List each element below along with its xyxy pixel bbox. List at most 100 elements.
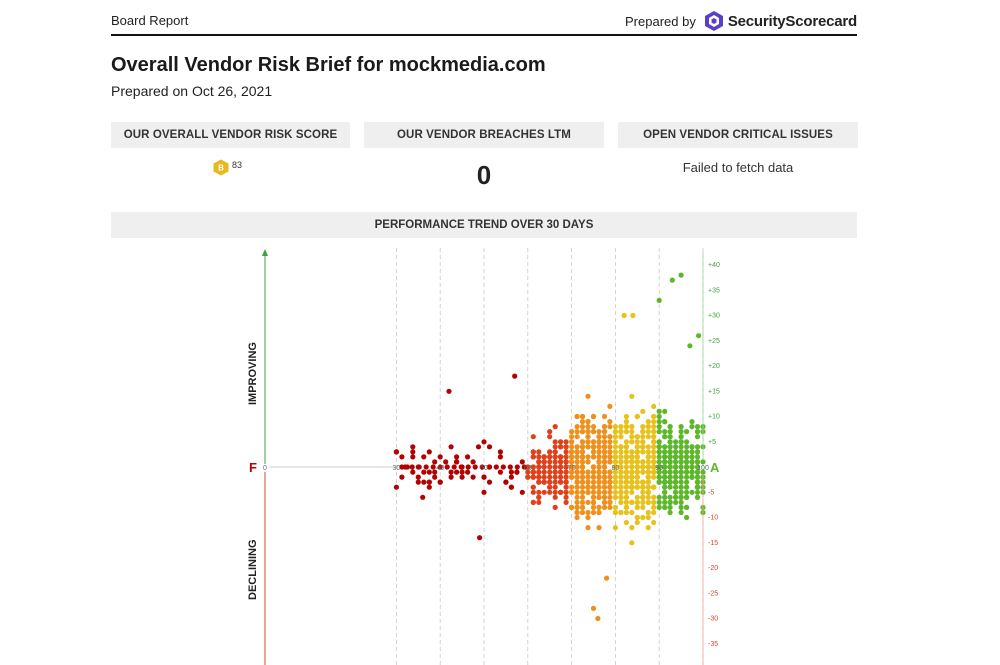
data-point <box>601 464 608 470</box>
data-point <box>410 449 416 455</box>
data-point <box>585 429 591 435</box>
improving-arrow-head <box>262 249 268 256</box>
data-point <box>662 434 668 440</box>
data-point <box>525 474 531 480</box>
trend-arrows: IMPROVING DECLINING F A <box>247 249 720 665</box>
data-point <box>667 434 673 440</box>
data-point <box>623 413 630 420</box>
brand-logo[interactable]: SecurityScorecard <box>704 10 857 32</box>
y-axis-ticks: +40 +35 +30 +25 +20 +15 +10 +5 -5 -10 -15 -20 -25 -30… <box>702 252 720 665</box>
prepared-by-block: Prepared by SecurityScorecard <box>625 8 857 34</box>
data-point <box>612 474 619 480</box>
data-point <box>596 429 602 435</box>
data-point <box>585 474 591 480</box>
data-point <box>640 459 646 465</box>
data-point <box>558 474 564 480</box>
page-title: Overall Vendor Risk Brief for mockmedia.… <box>111 54 546 76</box>
score-number: 83 <box>232 160 243 170</box>
data-point <box>596 494 602 500</box>
data-point <box>486 444 493 450</box>
y-tick-label: -30 <box>708 616 718 623</box>
data-point <box>607 459 613 465</box>
data-point <box>426 484 432 490</box>
y-tick-label: -15 <box>708 540 718 547</box>
data-point <box>673 494 679 500</box>
data-point <box>426 449 432 455</box>
data-point <box>640 489 646 495</box>
data-point <box>629 469 635 475</box>
data-point <box>590 605 597 612</box>
data-point <box>552 439 558 445</box>
data-point <box>607 403 613 409</box>
data-point <box>601 469 608 475</box>
data-point <box>437 454 443 460</box>
data-point <box>590 444 597 450</box>
data-point <box>673 489 679 495</box>
data-point <box>579 484 586 490</box>
data-point <box>678 494 684 500</box>
data-point <box>465 469 471 475</box>
data-point <box>640 504 646 510</box>
data-point <box>574 459 580 465</box>
data-point <box>700 469 706 475</box>
data-point <box>623 499 630 505</box>
data-point <box>673 484 679 490</box>
data-point <box>601 474 608 480</box>
data-point <box>465 464 471 470</box>
data-point <box>678 484 684 490</box>
y-tick-label: +5 <box>708 439 716 446</box>
data-point <box>651 519 657 526</box>
data-point <box>558 459 564 465</box>
data-point <box>667 469 673 475</box>
data-point <box>645 469 651 475</box>
data-point <box>590 449 597 455</box>
data-point <box>623 504 630 510</box>
data-point <box>684 449 690 455</box>
data-point <box>662 459 668 465</box>
data-point <box>662 429 668 435</box>
data-point <box>530 464 536 470</box>
data-point <box>651 464 657 470</box>
data-point <box>618 479 624 485</box>
improving-label: IMPROVING <box>247 342 259 405</box>
data-point <box>662 449 668 455</box>
data-point <box>569 464 575 470</box>
data-point <box>678 444 684 450</box>
data-point <box>640 444 646 450</box>
data-point <box>432 459 438 465</box>
data-point <box>590 484 597 490</box>
data-point <box>623 479 630 485</box>
data-point <box>612 489 619 495</box>
data-point <box>530 499 536 505</box>
y-tick-label: +15 <box>708 388 720 395</box>
data-point <box>481 474 487 480</box>
data-point <box>547 489 553 495</box>
data-point <box>574 444 580 450</box>
data-point <box>607 419 613 425</box>
data-point <box>623 454 630 460</box>
data-point <box>585 469 591 475</box>
data-point <box>481 439 487 445</box>
data-point <box>552 479 558 485</box>
data-point <box>667 429 673 435</box>
data-point <box>596 464 602 470</box>
data-point <box>486 479 493 485</box>
data-point <box>497 449 503 455</box>
data-point <box>689 449 695 455</box>
data-point <box>569 439 575 445</box>
data-point <box>458 464 464 470</box>
data-point <box>656 504 662 510</box>
data-point <box>629 509 635 516</box>
data-point <box>430 464 436 470</box>
data-point <box>574 499 580 505</box>
data-point <box>547 449 553 455</box>
data-point <box>662 444 668 450</box>
data-point <box>607 484 613 490</box>
risk-score-header: OUR OVERALL VENDOR RISK SCORE <box>111 122 350 148</box>
data-point <box>493 464 499 470</box>
data-point <box>500 464 506 470</box>
y-tick-label: +30 <box>708 313 720 320</box>
data-point <box>569 449 575 455</box>
data-point <box>514 464 520 470</box>
data-point <box>612 504 619 510</box>
